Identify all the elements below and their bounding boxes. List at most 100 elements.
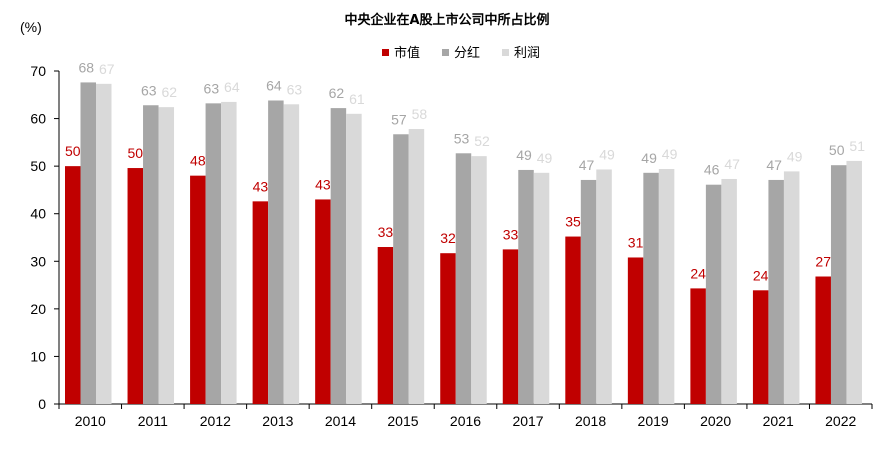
data-label: 50	[127, 145, 143, 161]
data-label: 50	[65, 143, 81, 159]
x-tick-label: 2017	[512, 413, 543, 429]
bar	[690, 288, 706, 404]
bar	[158, 107, 175, 404]
y-tick-label: 10	[30, 348, 46, 364]
data-label: 51	[849, 138, 865, 154]
data-label: 50	[829, 142, 845, 158]
data-label: 64	[224, 79, 240, 95]
data-label: 61	[349, 91, 365, 107]
y-tick-label: 50	[30, 158, 46, 174]
x-tick-label: 2014	[325, 413, 356, 429]
y-tick-label: 40	[30, 206, 46, 222]
bar	[580, 179, 597, 404]
data-label: 33	[378, 224, 394, 240]
data-label: 58	[412, 106, 428, 122]
bar	[440, 253, 456, 404]
data-label: 43	[253, 178, 269, 194]
bar	[283, 104, 300, 405]
bar	[315, 199, 331, 404]
bar	[596, 169, 612, 404]
x-axis: 2010 2011 2012 2013 2014 2015 2016 2017 2018 2019…	[58, 403, 873, 429]
legend-label: 市值	[394, 45, 420, 61]
bar	[96, 83, 112, 404]
data-label: 62	[161, 84, 177, 100]
bar	[643, 172, 659, 404]
y-axis-label: (%)	[20, 19, 42, 35]
data-label: 63	[287, 81, 303, 97]
y-tick-label: 20	[30, 301, 46, 317]
legend-swatch	[382, 49, 389, 56]
y-tick-label: 70	[30, 63, 46, 79]
data-label: 49	[641, 150, 657, 166]
legend-label: 利润	[514, 46, 540, 61]
data-label: 24	[690, 265, 706, 281]
bar	[830, 165, 847, 404]
data-label: 49	[537, 150, 553, 166]
bar	[268, 100, 284, 404]
data-label: 67	[99, 61, 115, 77]
data-label: 27	[815, 254, 831, 270]
bar	[330, 108, 347, 404]
bar	[533, 172, 550, 404]
bars	[65, 82, 862, 405]
data-label: 63	[141, 82, 157, 98]
data-label: 49	[599, 146, 615, 162]
x-tick-label: 2018	[575, 413, 606, 429]
x-tick-label: 2020	[700, 413, 731, 429]
data-label: 46	[704, 162, 720, 178]
data-label: 49	[787, 148, 803, 164]
bar	[502, 249, 519, 404]
data-label: 64	[266, 77, 282, 93]
bar	[846, 160, 862, 404]
legend-label: 分红	[454, 45, 480, 61]
legend-swatch	[442, 49, 449, 56]
y-tick-label: 0	[38, 396, 46, 412]
x-tick-label: 2010	[75, 413, 106, 429]
bar	[627, 257, 644, 404]
bar	[408, 129, 425, 404]
data-label: 33	[503, 226, 519, 242]
bar	[705, 184, 722, 404]
legend: 市值 分红 利润	[382, 45, 540, 61]
data-label: 63	[204, 80, 220, 96]
data-label: 62	[329, 85, 345, 101]
y-axis: 0 10 20 30 40 50 60 70	[30, 63, 60, 412]
data-label: 49	[662, 146, 678, 162]
x-tick-label: 2013	[262, 413, 293, 429]
data-label: 57	[391, 111, 407, 127]
bar	[393, 134, 409, 404]
x-tick-label: 2021	[763, 413, 794, 429]
bar	[80, 82, 96, 404]
data-label: 68	[78, 59, 94, 75]
bar	[768, 179, 784, 404]
bar	[190, 175, 206, 404]
bar	[127, 168, 144, 404]
data-label: 52	[474, 133, 490, 149]
bar	[252, 201, 269, 404]
x-tick-label: 2012	[200, 413, 231, 429]
data-label: 43	[315, 176, 331, 192]
data-label: 35	[565, 214, 581, 230]
data-label: 47	[724, 156, 740, 172]
bar	[143, 105, 159, 404]
y-tick-label: 60	[30, 111, 46, 127]
chart-title: 中央企业在A股上市公司中所占比例	[344, 12, 549, 28]
x-tick-label: 2011	[138, 413, 168, 429]
bar	[221, 101, 237, 405]
bar	[377, 247, 394, 404]
bar	[783, 171, 800, 404]
bar	[815, 276, 831, 404]
data-label: 24	[753, 267, 769, 283]
bar	[455, 153, 472, 404]
data-label: 53	[454, 130, 470, 146]
data-label: 31	[628, 234, 644, 250]
x-tick-label: 2016	[450, 413, 481, 429]
x-tick-label: 2015	[387, 413, 418, 429]
legend-swatch	[502, 49, 509, 56]
bar	[752, 290, 769, 404]
bar	[205, 103, 222, 404]
data-label: 48	[190, 153, 206, 169]
